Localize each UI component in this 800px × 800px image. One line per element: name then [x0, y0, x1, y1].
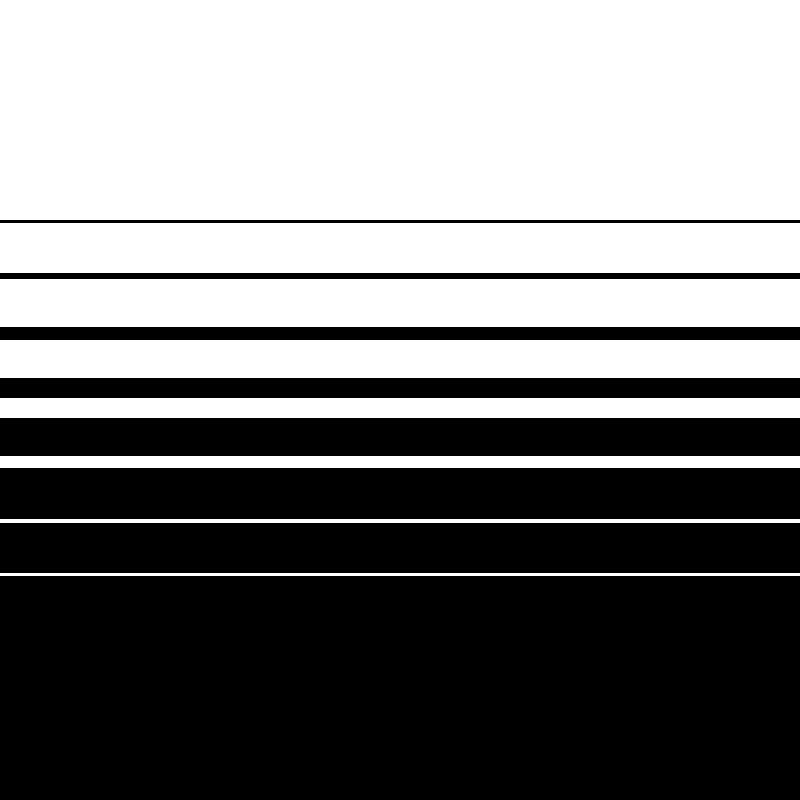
stripe	[0, 523, 800, 573]
stripe	[0, 468, 800, 519]
stripe	[0, 273, 800, 279]
stripe	[0, 220, 800, 223]
stripe	[0, 327, 800, 340]
stripe	[0, 418, 800, 456]
stripe	[0, 378, 800, 398]
bottom-block	[0, 576, 800, 800]
